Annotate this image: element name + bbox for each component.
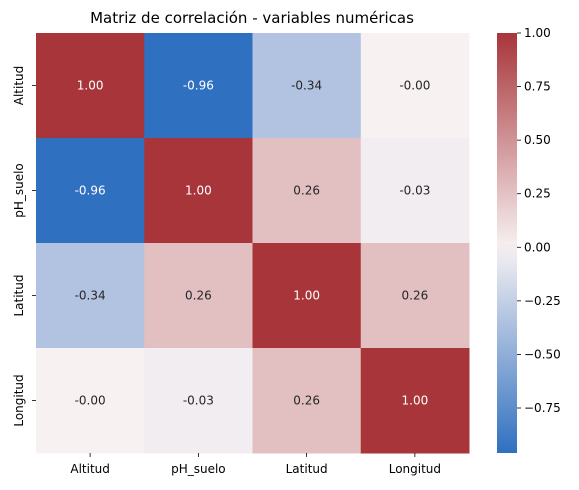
cell-value-label: -0.00: [75, 394, 106, 408]
colorbar-tick-label: −0.50: [524, 347, 561, 361]
heatmap-cell: [252, 138, 362, 244]
heatmap-cell: [36, 33, 145, 139]
x-tick-label: Longitud: [389, 462, 441, 476]
colorbar-tick-label: 0.75: [524, 80, 551, 94]
heatmap-cell: [252, 348, 362, 454]
colorbar-tick-label: −0.25: [524, 294, 561, 308]
cell-value-label: -0.03: [399, 184, 430, 198]
x-axis: Altitud pH_suelo Latitud Longitud: [70, 453, 441, 476]
colorbar: 1.00 0.75 0.50 0.25 0.00 −0.25 −0.50 −0.75: [497, 26, 561, 453]
cell-value-label: 1.00: [185, 184, 212, 198]
heatmap-cell: [360, 138, 470, 244]
y-tick-label: pH_suelo: [12, 163, 26, 218]
heatmap-cell: [36, 243, 145, 349]
cell-value-label: 0.26: [185, 289, 212, 303]
colorbar-tick-label: −0.75: [524, 401, 561, 415]
colorbar-tick-label: 0.00: [524, 240, 551, 254]
y-tick-label: Latitud: [12, 274, 26, 316]
cell-value-label: 1.00: [77, 79, 104, 93]
cell-value-label: 0.26: [402, 289, 429, 303]
cell-value-label: -0.34: [75, 289, 106, 303]
y-tick-label: Longitud: [12, 374, 26, 426]
cell-value-label: 1.00: [402, 394, 429, 408]
cell-value-label: 0.26: [293, 394, 320, 408]
cell-value-label: 1.00: [293, 289, 320, 303]
cell-value-label: -0.96: [75, 184, 106, 198]
heatmap-cell: [360, 33, 470, 139]
cell-value-label: -0.00: [399, 79, 430, 93]
heatmap-cell: [252, 243, 362, 349]
heatmap-cell: [144, 33, 253, 139]
colorbar-tick-label: 0.50: [524, 133, 551, 147]
y-axis: Altitud pH_suelo Latitud Longitud: [12, 66, 36, 427]
heatmap-cell: [36, 348, 145, 454]
colorbar-tick-label: 0.25: [524, 187, 551, 201]
x-tick-label: pH_suelo: [171, 462, 226, 476]
colorbar-tick-label: 1.00: [524, 26, 551, 40]
cell-value-label: 0.26: [293, 184, 320, 198]
y-tick-label: Altitud: [12, 66, 26, 106]
cell-value-label: -0.96: [183, 79, 214, 93]
cell-value-label: -0.34: [291, 79, 322, 93]
heatmap-cell: [144, 348, 253, 454]
cell-value-label: -0.03: [183, 394, 214, 408]
heatmap-cells: 1.00 -0.96 -0.34 -0.00 -0.96 1.00 0.26 -0.03 -0.…: [36, 33, 470, 454]
heatmap-cell: [144, 138, 253, 244]
colorbar-gradient: [497, 33, 517, 453]
heatmap-cell: [252, 33, 362, 139]
heatmap-cell: [360, 348, 470, 454]
heatmap-cell: [36, 138, 145, 244]
x-tick-label: Altitud: [70, 462, 110, 476]
chart-title: Matriz de correlación - variables numéri…: [90, 9, 414, 27]
heatmap-cell: [360, 243, 470, 349]
heatmap-cell: [144, 243, 253, 349]
x-tick-label: Latitud: [286, 462, 328, 476]
